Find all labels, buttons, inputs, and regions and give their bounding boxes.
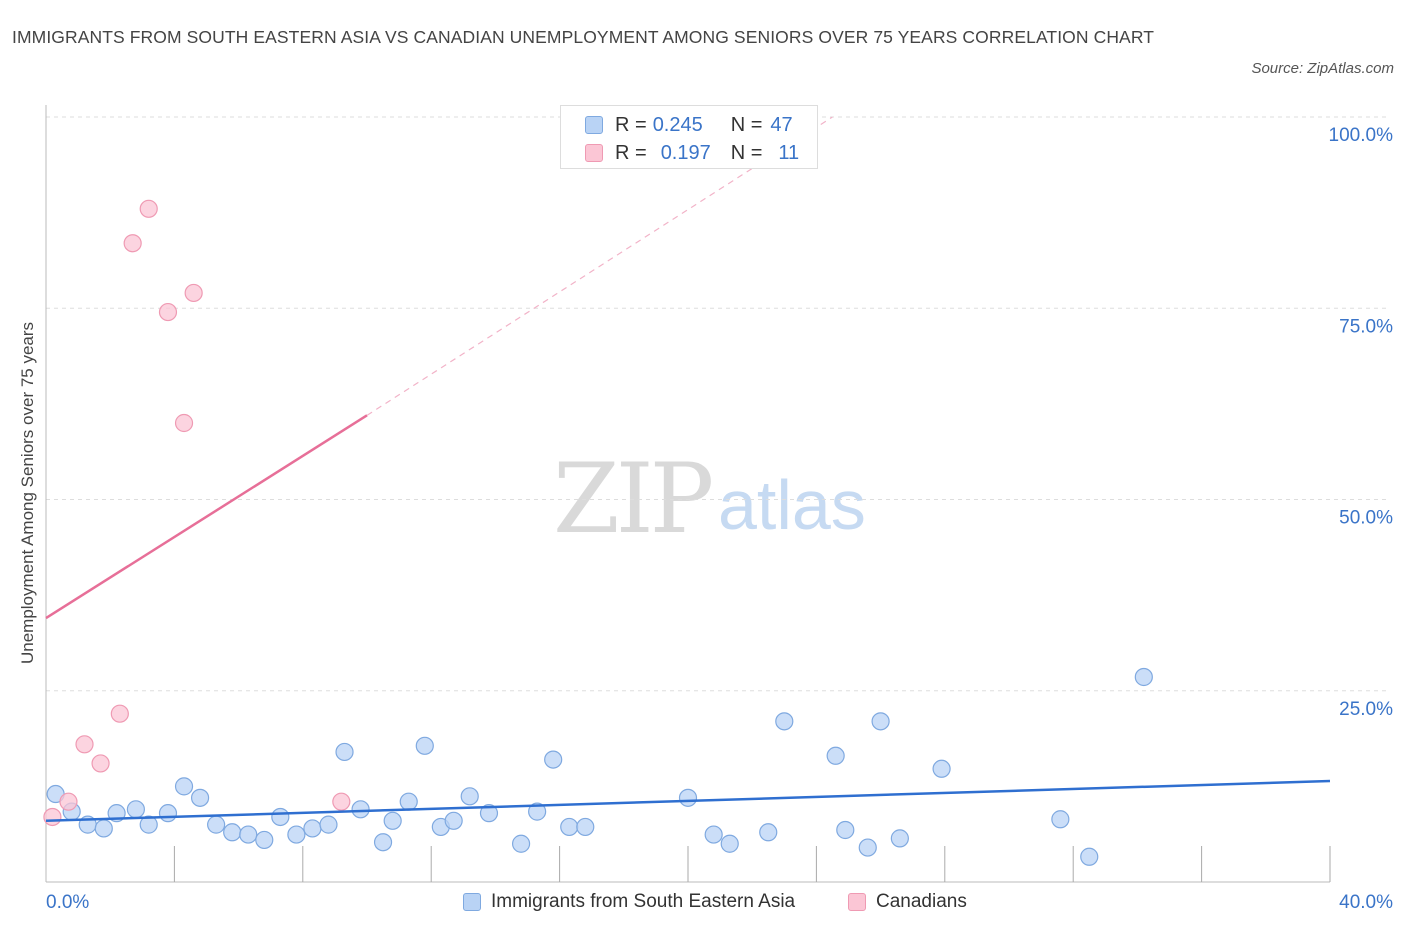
immigrants-point	[932, 759, 951, 778]
immigrants-point	[190, 788, 210, 807]
immigrants-point	[576, 817, 595, 837]
immigrants-point	[836, 820, 855, 840]
blue-swatch	[585, 116, 603, 134]
immigrants-point	[678, 788, 698, 807]
canadians-point	[123, 234, 142, 253]
immigrants-point	[1134, 667, 1153, 687]
canadians-trend-line	[45, 414, 368, 620]
y-tick-label: 100.0%	[1329, 125, 1394, 146]
immigrants-point	[287, 825, 306, 844]
immigrants-point	[759, 823, 778, 842]
immigrants-point	[239, 825, 258, 844]
immigrants-point	[174, 777, 194, 796]
legend-label: Immigrants from South Eastern Asia	[491, 891, 796, 912]
immigrants-point	[207, 815, 226, 834]
immigrants-point	[775, 712, 794, 731]
canadians-point	[91, 754, 110, 773]
immigrants-point	[126, 800, 145, 819]
immigrants-point	[826, 746, 845, 765]
n-value: 11	[778, 141, 800, 164]
watermark-atlas: atlas	[718, 466, 866, 544]
canadians-point	[75, 735, 94, 754]
immigrants-point	[1080, 847, 1099, 866]
r-value: 0.245	[652, 113, 703, 136]
immigrants-point	[704, 825, 723, 844]
immigrants-point	[223, 823, 242, 842]
blue-swatch	[463, 893, 481, 911]
legend-label: Canadians	[876, 891, 967, 912]
canadians-point	[158, 302, 178, 322]
immigrants-point	[351, 800, 370, 819]
legend-row-blue: R = 0.245 N = 47	[585, 111, 793, 139]
immigrants-point	[399, 792, 418, 811]
immigrants-point	[460, 787, 479, 806]
correlation-legend: R = 0.245 N = 47 R = 0.197 N = 11	[560, 105, 818, 169]
immigrants-point	[383, 811, 402, 830]
immigrants-point	[560, 817, 579, 837]
r-label: R =	[615, 141, 647, 164]
x-tick-label: 0.0%	[46, 892, 89, 913]
canadians-point	[110, 704, 129, 723]
chart-title: IMMIGRANTS FROM SOUTH EASTERN ASIA VS CA…	[12, 27, 1155, 47]
immigrants-point	[871, 712, 890, 731]
immigrants-point	[479, 804, 499, 823]
canadians-point	[139, 199, 158, 218]
canadians-point	[59, 792, 78, 811]
immigrants-point	[890, 829, 909, 848]
immigrants-point	[335, 742, 354, 762]
immigrants-trend-line	[45, 779, 1331, 823]
immigrants-point	[720, 834, 739, 853]
immigrants-point	[858, 838, 877, 857]
immigrants-point	[1051, 810, 1070, 829]
y-tick-label: 50.0%	[1339, 508, 1393, 529]
n-label: N =	[730, 113, 763, 136]
canadians-point	[184, 283, 203, 303]
pink-swatch	[848, 893, 866, 911]
canadians-point	[332, 792, 351, 811]
immigrants-point	[511, 834, 531, 853]
canadians-point	[174, 413, 194, 433]
x-tick-label: 40.0%	[1339, 892, 1393, 913]
y-tick-label: 25.0%	[1339, 699, 1393, 720]
immigrants-point	[319, 815, 338, 834]
y-tick-label: 75.0%	[1339, 316, 1393, 337]
legend-item-immigrants: Immigrants from South Eastern Asia	[463, 888, 795, 916]
immigrants-point	[444, 811, 463, 830]
immigrants-point	[139, 815, 158, 834]
pink-swatch	[585, 144, 603, 162]
immigrants-point	[373, 833, 393, 852]
immigrants-point	[544, 750, 563, 769]
immigrants-point	[94, 819, 113, 838]
legend-item-canadians: Canadians	[848, 888, 967, 916]
immigrants-point	[528, 802, 547, 821]
legend-row-pink: R = 0.197 N = 11	[585, 139, 799, 167]
n-value: 47	[770, 113, 793, 136]
immigrants-point	[255, 830, 274, 850]
n-label: N =	[730, 141, 763, 164]
immigrants-point	[303, 819, 322, 838]
canadians-point	[43, 807, 62, 827]
immigrants-point	[415, 736, 434, 755]
immigrants-point	[271, 807, 290, 827]
immigrants-point	[158, 804, 178, 823]
source-credit: Source: ZipAtlas.com	[1251, 60, 1394, 77]
r-label: R =	[615, 113, 647, 136]
canadians-trend-extension	[366, 116, 833, 416]
r-value: 0.197	[660, 141, 711, 164]
